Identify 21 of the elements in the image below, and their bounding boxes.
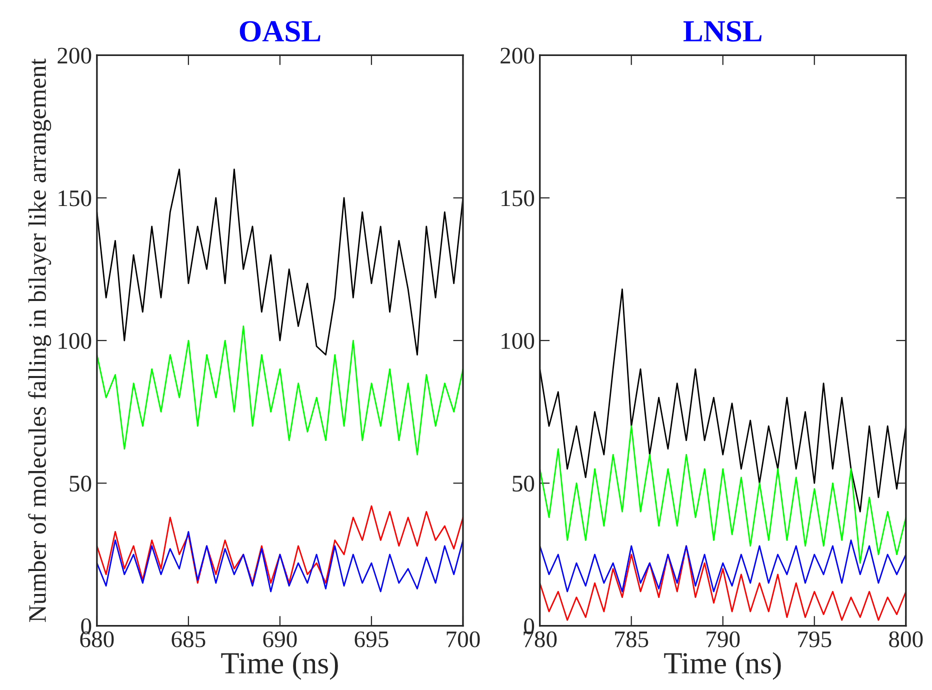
chart-title: LNSL <box>683 21 762 42</box>
x-tick-label: 795 <box>798 631 832 648</box>
y-tick-label: 150 <box>502 190 534 206</box>
y-tick-label: 50 <box>70 476 92 492</box>
y-tick-label: 200 <box>500 48 534 64</box>
y-axis-title: Number of molecules falling in bilayer like arrangement <box>28 58 52 622</box>
y-tick-label: 50 <box>512 476 534 492</box>
y-tick-label: 100 <box>502 333 534 349</box>
y-tick-label: 100 <box>58 333 92 349</box>
x-tick-label: 785 <box>615 631 648 648</box>
y-tick-label: 150 <box>58 190 92 206</box>
x-axis-title: Time (ns) <box>664 652 781 680</box>
x-tick-label: 690 <box>263 631 297 648</box>
x-axis-title: Time (ns) <box>221 652 338 680</box>
x-tick-label: 685 <box>172 631 206 648</box>
y-tick-label: 200 <box>58 48 92 64</box>
x-tick-label: 700 <box>446 631 480 648</box>
x-tick-label: 800 <box>889 631 923 648</box>
chart-title: OASL <box>240 21 320 42</box>
x-tick-label: 790 <box>706 631 740 648</box>
x-tick-label: 695 <box>354 631 388 648</box>
